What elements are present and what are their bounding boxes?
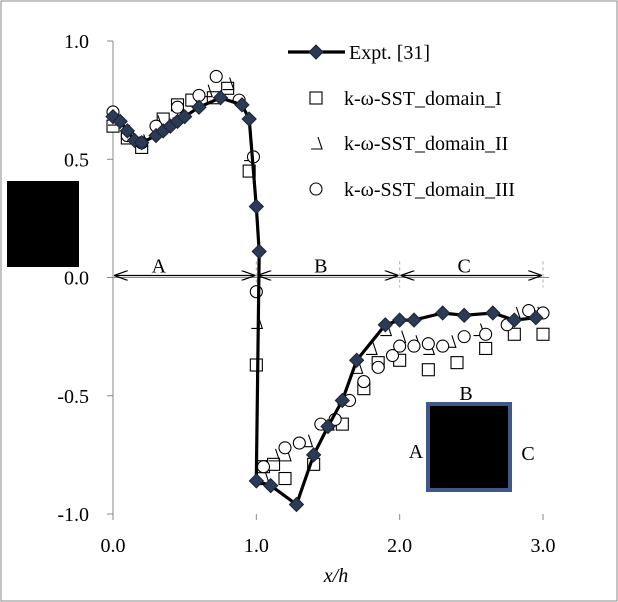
data-point: [278, 441, 292, 455]
y-tick-label: 0.5: [64, 149, 89, 171]
data-point: [133, 134, 150, 151]
y-tick-label: 0.0: [64, 268, 89, 290]
data-point: [434, 305, 451, 321]
inset-label: B: [459, 383, 472, 405]
data-point: [421, 337, 435, 351]
x-tick-label: 2.0: [387, 535, 412, 557]
data-point: [348, 352, 365, 368]
data-point: [209, 69, 223, 84]
data-point: [371, 360, 385, 374]
legend: Expt. [31] k-ω-SST_domain_I k-ω-SST_domain…: [288, 42, 515, 201]
legend-swatch-marker: [309, 182, 323, 196]
data-point: [385, 348, 400, 363]
inset-label: A: [409, 441, 424, 463]
data-point: [479, 341, 493, 356]
redaction-block: [7, 181, 79, 267]
x-tick-label: 3.0: [531, 535, 556, 557]
legend-label: Expt. [31]: [349, 42, 430, 64]
data-point: [357, 375, 371, 389]
data-point: [407, 339, 421, 353]
y-tick-label: -0.5: [57, 386, 89, 408]
data-point: [301, 434, 314, 448]
legend-swatch-marker: [311, 136, 323, 150]
legend-swatch-marker: [308, 44, 324, 60]
data-point: [320, 418, 336, 435]
data-point: [212, 90, 229, 106]
legend-label: k-ω-SST_domain_II: [344, 133, 508, 155]
data-point: [262, 477, 279, 494]
data-point: [191, 99, 207, 115]
data-point: [406, 312, 422, 328]
x-tick-label: 0.0: [101, 535, 126, 557]
data-point: [391, 312, 408, 328]
data-point: [457, 330, 471, 344]
data-point: [119, 123, 136, 139]
data-point: [528, 309, 544, 326]
data-point: [170, 100, 185, 114]
region-label: A: [152, 256, 167, 278]
data-point: [292, 436, 306, 450]
x-axis-title: x/h: [323, 565, 348, 587]
data-point: [248, 198, 265, 215]
data-point: [278, 471, 292, 486]
y-tick-label: -1.0: [57, 504, 89, 526]
data-point: [421, 363, 435, 377]
data-point: [456, 307, 472, 324]
y-tick-label: 1.0: [64, 31, 89, 53]
data-point: [506, 312, 523, 328]
regions-layer: A B C: [115, 256, 544, 288]
data-point: [377, 317, 394, 333]
data-point: [256, 460, 271, 474]
data-point: [351, 361, 364, 374]
inset-diagram: A B C: [409, 383, 535, 492]
data-point: [522, 304, 536, 318]
data-point: [436, 339, 450, 353]
region-label: B: [314, 256, 327, 278]
data-point: [450, 356, 464, 370]
data-point: [268, 448, 281, 462]
data-point: [112, 113, 128, 130]
data-point: [234, 97, 250, 113]
inset-label: C: [521, 443, 534, 465]
data-point: [305, 447, 322, 463]
data-point: [334, 392, 351, 409]
data-point: [485, 305, 501, 321]
data-point: [536, 327, 550, 341]
data-point: [251, 243, 267, 260]
inset-square: [426, 402, 512, 492]
data-point: [249, 285, 263, 299]
legend-label: k-ω-SST_domain_III: [344, 179, 515, 201]
data-point: [288, 496, 305, 513]
x-tick-label: 1.0: [244, 535, 269, 557]
data-point: [176, 108, 193, 125]
legend-label: k-ω-SST_domain_I: [344, 88, 502, 110]
data-point: [366, 342, 378, 355]
legend-swatch-marker: [309, 91, 323, 105]
data-point: [222, 77, 235, 91]
data-point: [248, 473, 265, 489]
data-point: [507, 327, 521, 341]
data-point: [241, 111, 257, 127]
series-line-diamond: [105, 90, 544, 513]
region-label: C: [457, 256, 470, 278]
data-point: [479, 327, 493, 341]
series-layer: [105, 69, 550, 513]
data-point: [393, 339, 407, 353]
axes-layer: 1.0 0.5 0.0 -0.5 -1.0 0.0 1.0 2.0 3.0: [57, 31, 555, 557]
